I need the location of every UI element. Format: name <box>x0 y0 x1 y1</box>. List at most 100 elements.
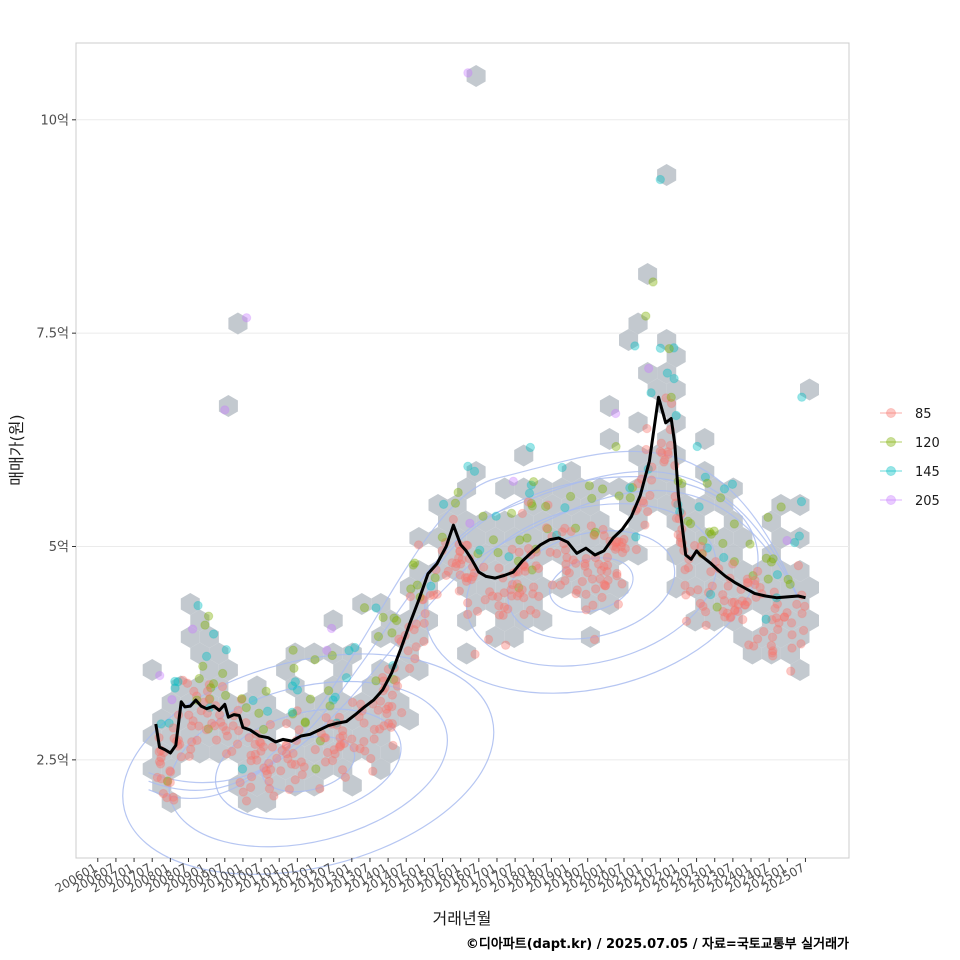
data-point-85 <box>617 537 627 548</box>
legend-key-point <box>886 408 896 418</box>
data-point-120 <box>685 518 696 529</box>
data-point-85 <box>448 514 459 525</box>
data-point-145 <box>719 552 729 563</box>
data-point-85 <box>560 545 571 555</box>
data-point-85 <box>281 718 292 729</box>
legend-label: 145 <box>915 465 940 480</box>
data-point-85 <box>258 742 269 752</box>
data-point-120 <box>430 573 440 583</box>
data-point-85 <box>281 749 292 759</box>
data-point-120 <box>776 502 786 512</box>
hexbin <box>771 527 791 549</box>
data-point-85 <box>443 566 453 576</box>
data-point-85 <box>797 608 807 619</box>
hexbin <box>599 428 619 450</box>
data-point-85 <box>561 565 572 576</box>
trend-line-layer <box>154 395 806 755</box>
hexbin <box>761 609 781 632</box>
data-point-85 <box>320 757 331 767</box>
data-point-85 <box>168 792 178 802</box>
hexbin <box>628 510 648 533</box>
density-contour <box>214 708 402 820</box>
data-point-85 <box>236 694 247 705</box>
data-point-85 <box>404 663 415 674</box>
hexbin <box>352 692 372 714</box>
hexbin <box>657 329 677 351</box>
data-point-120 <box>300 718 310 728</box>
data-point-85 <box>455 546 465 556</box>
data-point-85 <box>218 721 228 732</box>
hexbin <box>171 675 191 698</box>
data-point-85 <box>246 772 257 782</box>
data-point-120 <box>526 498 537 509</box>
data-point-85 <box>468 571 478 582</box>
hexbin <box>314 758 334 780</box>
hexbin <box>752 560 772 582</box>
hexbin <box>780 609 800 632</box>
data-point-85 <box>466 574 477 585</box>
data-point-85 <box>246 750 256 761</box>
data-point-85 <box>603 575 613 585</box>
data-point-120 <box>702 478 712 489</box>
data-point-85 <box>770 603 780 614</box>
data-point-85 <box>779 612 790 622</box>
data-point-85 <box>334 742 345 752</box>
legend-key-point <box>886 437 896 447</box>
data-point-85 <box>472 606 483 616</box>
data-point-85 <box>512 591 523 601</box>
hexbin <box>218 659 238 681</box>
data-point-85 <box>470 649 480 659</box>
data-point-85 <box>666 398 677 409</box>
legend-label: 85 <box>915 407 932 422</box>
data-point-85 <box>245 782 256 793</box>
data-point-85 <box>386 722 396 733</box>
data-point-145 <box>237 764 248 774</box>
data-point-85 <box>457 554 467 565</box>
data-point-85 <box>596 565 607 576</box>
data-point-85 <box>507 579 518 590</box>
data-point-85 <box>680 580 690 591</box>
data-point-85 <box>774 618 784 628</box>
hexbin <box>657 428 677 450</box>
data-point-145 <box>341 672 352 683</box>
data-point-85 <box>264 776 274 787</box>
hexbin <box>209 642 229 665</box>
data-point-120 <box>785 579 795 589</box>
data-point-145 <box>262 706 273 716</box>
hexbin <box>514 444 534 467</box>
data-point-145 <box>646 388 656 398</box>
hexbin <box>142 758 162 780</box>
data-point-85 <box>259 763 269 773</box>
data-point-85 <box>152 772 162 783</box>
data-point-85 <box>383 718 394 729</box>
data-point-85 <box>483 634 494 645</box>
data-point-85 <box>602 560 613 570</box>
data-point-85 <box>347 697 358 708</box>
hexbin <box>676 560 696 582</box>
data-point-85 <box>700 607 711 617</box>
y-tick-label: 7.5억 <box>36 327 69 342</box>
data-point-85 <box>506 585 516 595</box>
data-point-85 <box>514 588 525 598</box>
data-point-120 <box>194 673 204 684</box>
hexbin <box>647 378 667 401</box>
hexbin <box>352 725 372 747</box>
hexbin <box>266 774 286 797</box>
data-point-85 <box>246 756 256 766</box>
data-point-120 <box>589 529 599 540</box>
data-point-85 <box>610 544 621 555</box>
hexbin <box>561 560 581 582</box>
data-point-85 <box>657 448 667 458</box>
data-point-85 <box>184 710 194 720</box>
data-point-85 <box>744 640 754 650</box>
data-point-85 <box>531 609 541 619</box>
hexbin <box>361 708 381 731</box>
data-point-85 <box>571 588 581 599</box>
hexbin <box>485 527 505 549</box>
data-point-145 <box>287 707 297 717</box>
data-point-85 <box>577 576 588 587</box>
data-point-85 <box>165 767 176 777</box>
hexbin <box>638 263 658 285</box>
data-point-85 <box>742 597 752 607</box>
data-point-120 <box>323 686 334 696</box>
